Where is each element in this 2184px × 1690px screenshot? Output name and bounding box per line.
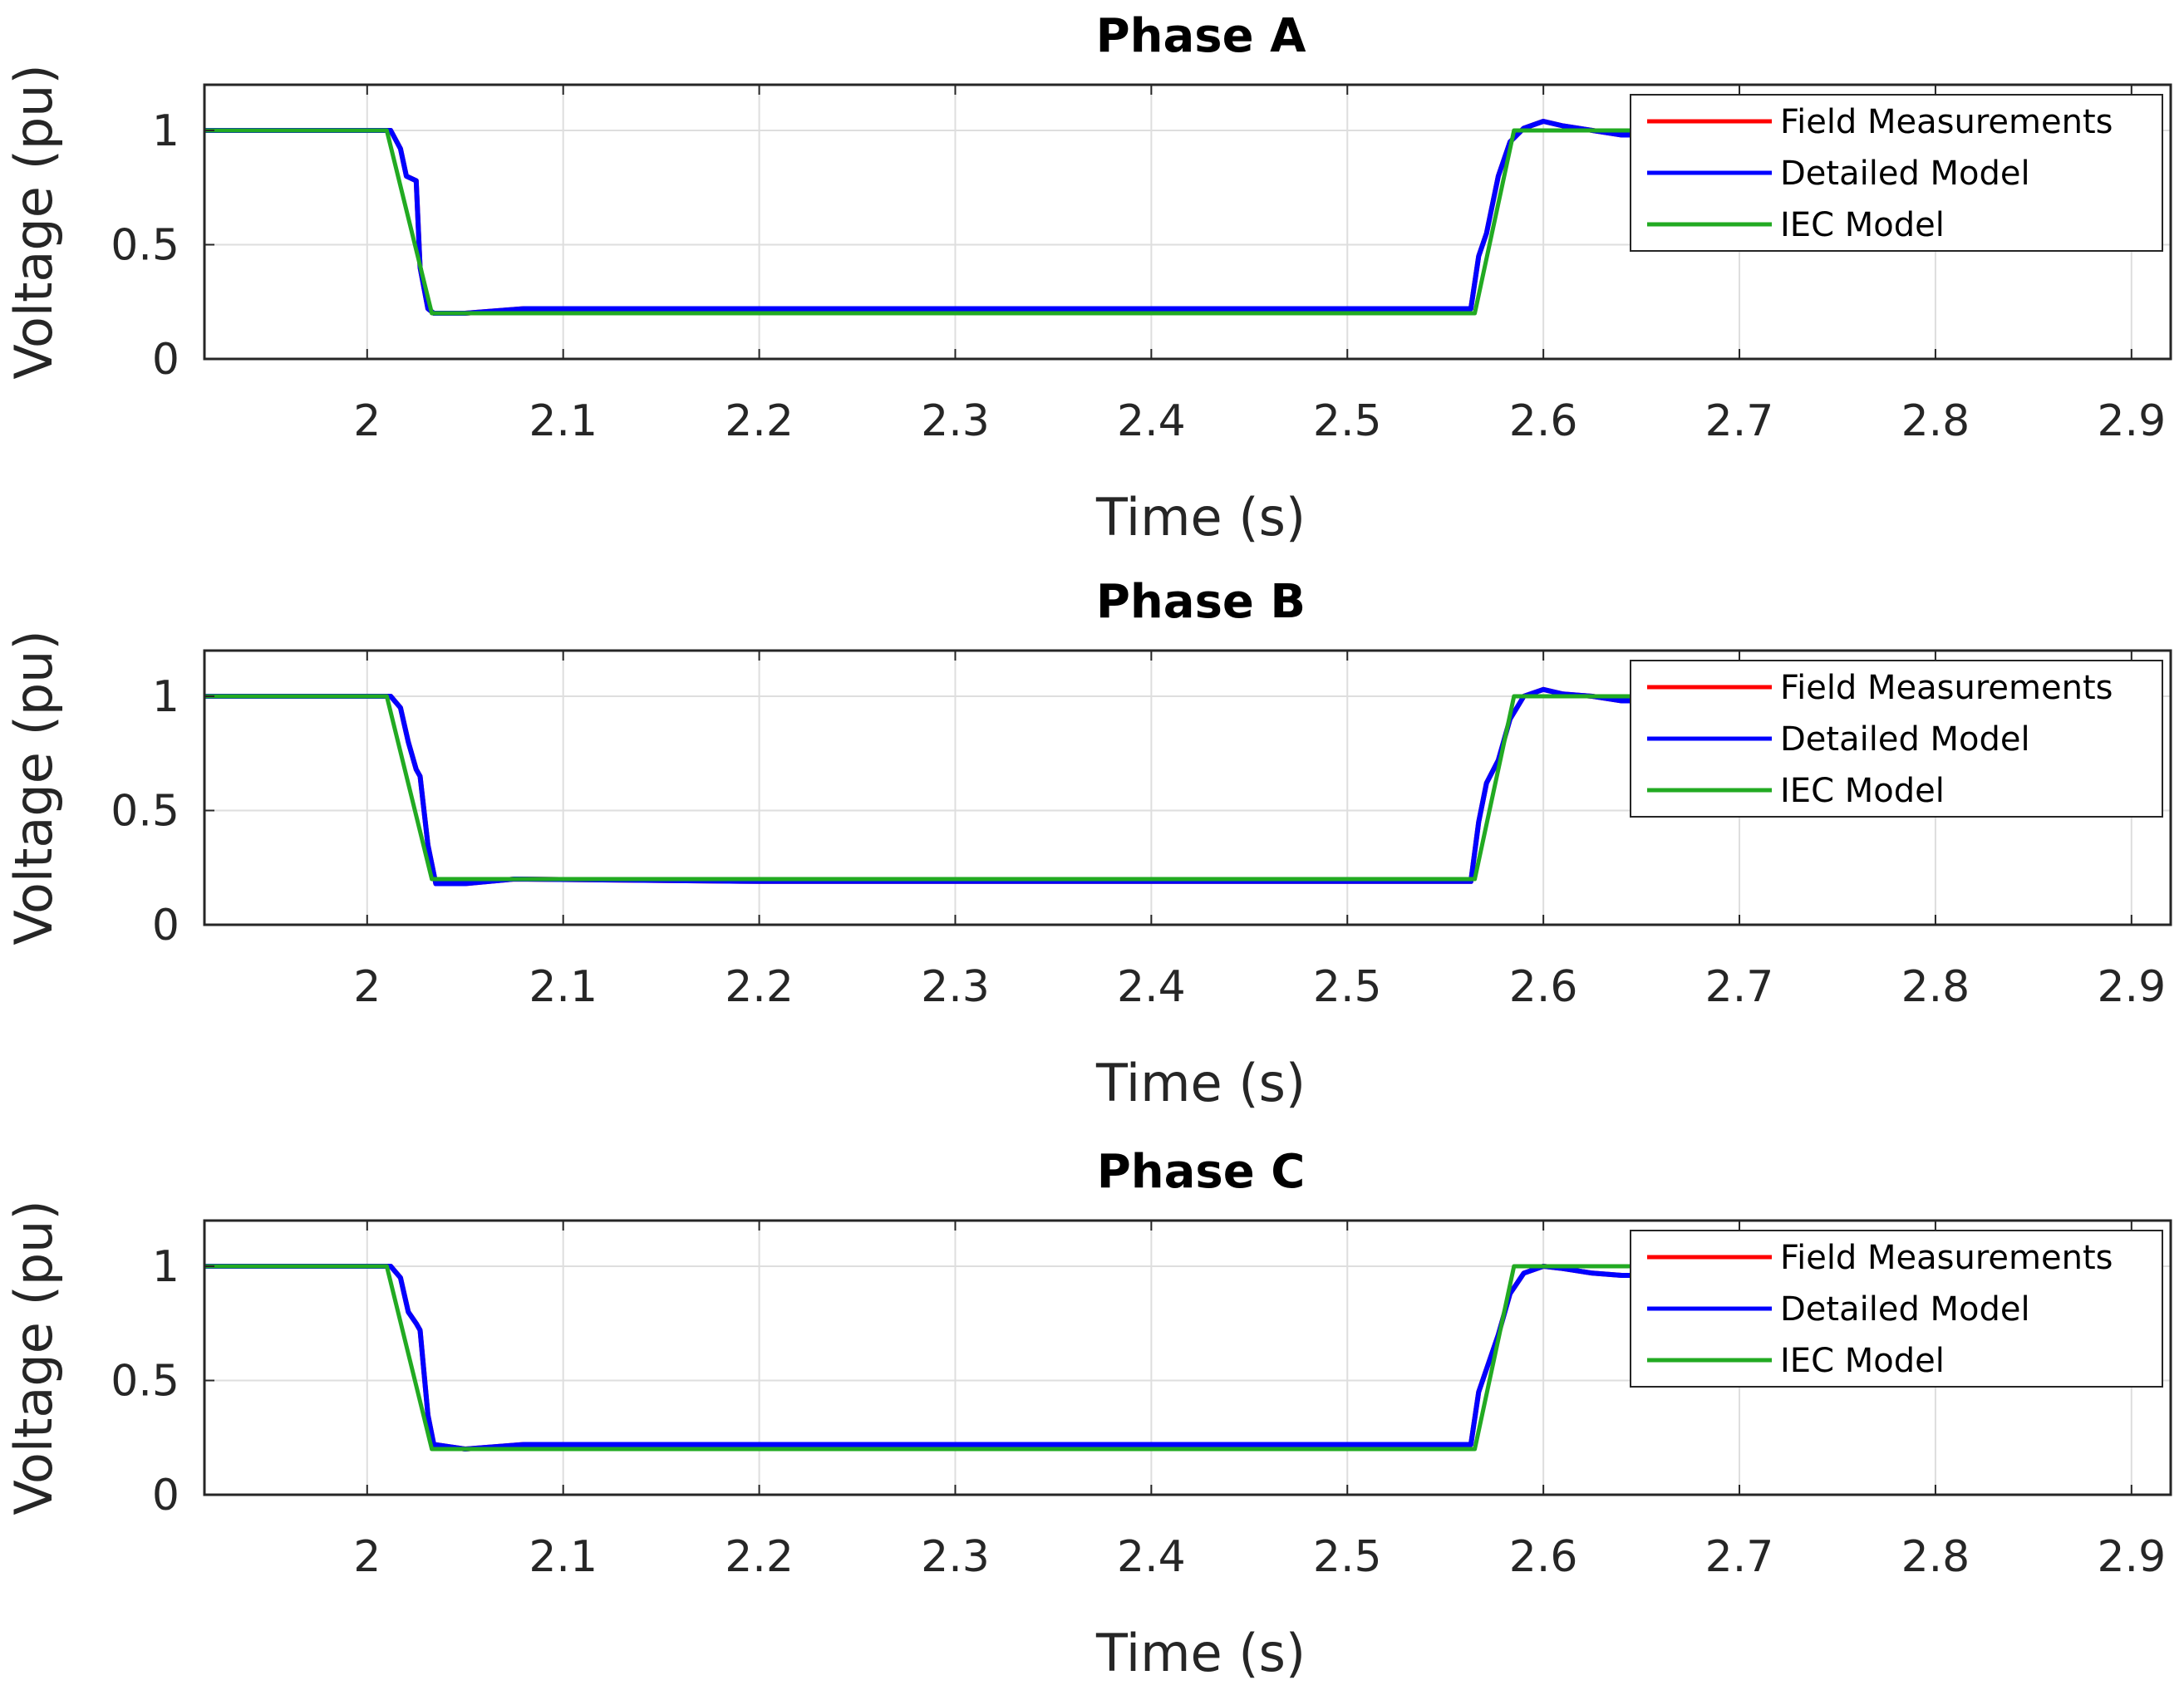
x-axis-label: Time (s)	[1095, 1053, 1306, 1113]
x-tick-label: 2.8	[1901, 396, 1970, 446]
y-tick-label: 0	[152, 901, 180, 951]
axes-box	[203, 83, 2172, 361]
subplot-2: 2 2.1 2.2 2.3 2.4 2.5 2.6 2.7 2.8 2.9 0 0.5 1 Phase B…	[3, 575, 2172, 1113]
x-tick-label: 2.4	[1117, 962, 1186, 1012]
legend-label: IEC Model	[1780, 772, 1945, 810]
x-tick-label: 2.8	[1901, 1532, 1970, 1582]
x-tick-label: 2.2	[725, 396, 794, 446]
legend-label: Field Measurements	[1780, 1239, 2113, 1277]
series-line-detailed-model	[204, 686, 1632, 887]
subplot-1: 2 2.1 2.2 2.3 2.4 2.5 2.6 2.7 2.8 2.9 0 0.5 1 Phase A…	[3, 9, 2172, 548]
series-line-iec-model	[204, 694, 1632, 882]
x-tick-label: 2	[353, 962, 381, 1012]
x-axis-label: Time (s)	[1095, 1623, 1306, 1683]
x-tick-label: 2.9	[2097, 396, 2166, 446]
chart-title: Phase C	[1097, 1145, 1306, 1199]
x-tick-label: 2.1	[529, 396, 598, 446]
axes-box	[203, 649, 2172, 926]
x-tick-label: 2.5	[1313, 962, 1382, 1012]
legend-label: IEC Model	[1780, 206, 1945, 244]
y-tick-label: 1	[152, 1242, 180, 1292]
x-tick-label: 2.2	[725, 1532, 794, 1582]
x-tick-label: 2.3	[921, 396, 990, 446]
y-axis-label: Voltage (pu)	[3, 1200, 64, 1515]
x-tick-label: 2	[353, 396, 381, 446]
x-tick-label: 2.4	[1117, 1532, 1186, 1582]
legend-label: Detailed Model	[1780, 1290, 2030, 1329]
y-tick-label: 0.5	[111, 221, 180, 271]
legend: Field Measurements Detailed Model IEC Mode…	[1630, 94, 2163, 252]
x-tick-label: 2.8	[1901, 962, 1970, 1012]
x-tick-label: 2.3	[921, 1532, 990, 1582]
legend: Field Measurements Detailed Model IEC Mode…	[1630, 660, 2163, 818]
y-axis-label: Voltage (pu)	[3, 64, 64, 379]
chart-title: Phase A	[1096, 9, 1307, 63]
legend-label: Detailed Model	[1780, 720, 2030, 759]
y-tick-label: 1	[152, 106, 180, 156]
x-tick-label: 2.5	[1313, 396, 1382, 446]
legend-label: Field Measurements	[1780, 103, 2113, 141]
y-tick-label: 0.5	[111, 1357, 180, 1407]
y-tick-label: 0.5	[111, 787, 180, 837]
legend-label: Field Measurements	[1780, 669, 2113, 707]
x-tick-label: 2.6	[1509, 396, 1578, 446]
x-tick-label: 2.2	[725, 962, 794, 1012]
x-tick-label: 2.7	[1705, 962, 1774, 1012]
x-tick-label: 2.9	[2097, 962, 2166, 1012]
y-tick-label: 0	[152, 1471, 180, 1521]
y-axis-label: Voltage (pu)	[3, 630, 64, 945]
axes-box	[203, 1219, 2172, 1496]
chart-title: Phase B	[1096, 575, 1306, 629]
x-tick-label: 2.9	[2097, 1532, 2166, 1582]
x-tick-label: 2.7	[1705, 396, 1774, 446]
series-line-detailed-model	[204, 119, 1632, 316]
x-tick-label: 2.3	[921, 962, 990, 1012]
x-axis-label: Time (s)	[1095, 487, 1306, 548]
x-tick-label: 2.6	[1509, 962, 1578, 1012]
legend-label: IEC Model	[1780, 1342, 1945, 1380]
series-line-iec-model	[204, 128, 1632, 316]
y-tick-label: 1	[152, 672, 180, 722]
x-tick-label: 2.7	[1705, 1532, 1774, 1582]
x-tick-label: 2.5	[1313, 1532, 1382, 1582]
y-tick-label: 0	[152, 335, 180, 385]
x-tick-label: 2.1	[529, 1532, 598, 1582]
subplot-3: 2 2.1 2.2 2.3 2.4 2.5 2.6 2.7 2.8 2.9 0 0.5 1 Phase C…	[3, 1145, 2172, 1683]
legend: Field Measurements Detailed Model IEC Mode…	[1630, 1230, 2163, 1388]
series-line-iec-model	[204, 1264, 1632, 1452]
x-tick-label: 2.6	[1509, 1532, 1578, 1582]
x-tick-label: 2.4	[1117, 396, 1186, 446]
x-tick-label: 2	[353, 1532, 381, 1582]
legend-label: Detailed Model	[1780, 155, 2030, 193]
x-tick-label: 2.1	[529, 962, 598, 1012]
